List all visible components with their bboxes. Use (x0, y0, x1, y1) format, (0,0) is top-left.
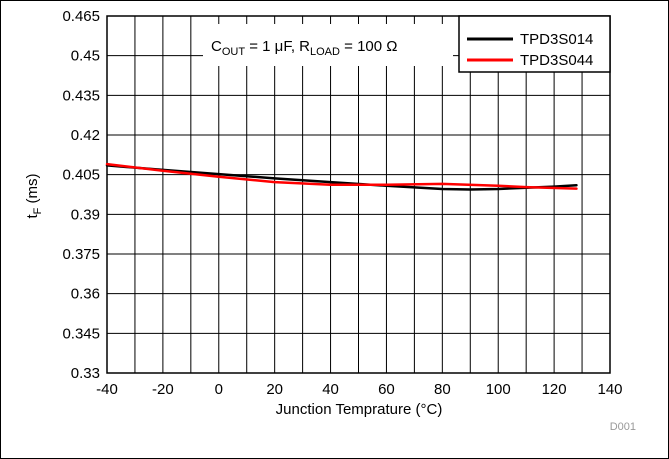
series-lines (105, 162, 578, 191)
y-tick-label: 0.42 (71, 127, 100, 144)
y-axis-ticks: 0.33 0.345 0.36 0.375 0.39 0.405 0.42 0.435 0.45… (62, 8, 100, 382)
series-line-tpd3s044 (105, 162, 578, 190)
legend-box (458, 15, 611, 73)
x-tick-label: 40 (322, 381, 339, 398)
x-axis-ticks: -40 -20 0 20 40 60 80 100 120 140 (96, 381, 622, 398)
y-tick-label: 0.435 (62, 87, 100, 104)
x-tick-label: 80 (434, 381, 451, 398)
y-tick-label: 0.36 (71, 286, 100, 303)
figure-id: D001 (610, 421, 636, 433)
y-tick-label: 0.345 (62, 325, 100, 342)
x-tick-label: 0 (215, 381, 223, 398)
x-tick-label: -20 (152, 381, 174, 398)
y-tick-label: 0.375 (62, 246, 100, 263)
x-tick-label: -40 (96, 381, 118, 398)
y-tick-label: 0.33 (71, 365, 100, 382)
legend-label-tpd3s014: TPD3S014 (520, 31, 593, 48)
x-tick-label: 140 (597, 381, 622, 398)
x-tick-label: 20 (266, 381, 283, 398)
annotation-box (203, 24, 453, 66)
x-axis-label: Junction Temprature (°C) (276, 401, 443, 418)
plot-area-border (106, 15, 611, 374)
x-tick-label: 100 (486, 381, 511, 398)
y-axis-label: tF (ms) (24, 173, 44, 218)
x-tick-label: 120 (542, 381, 567, 398)
legend-label-tpd3s044: TPD3S044 (520, 52, 593, 69)
y-tick-label: 0.39 (71, 206, 100, 223)
annotation-text: COUT = 1 μF, RLOAD = 100 Ω (211, 38, 397, 58)
y-tick-label: 0.405 (62, 167, 100, 184)
x-tick-label: 60 (378, 381, 395, 398)
y-tick-label: 0.465 (62, 8, 100, 25)
y-tick-label: 0.45 (71, 48, 100, 65)
